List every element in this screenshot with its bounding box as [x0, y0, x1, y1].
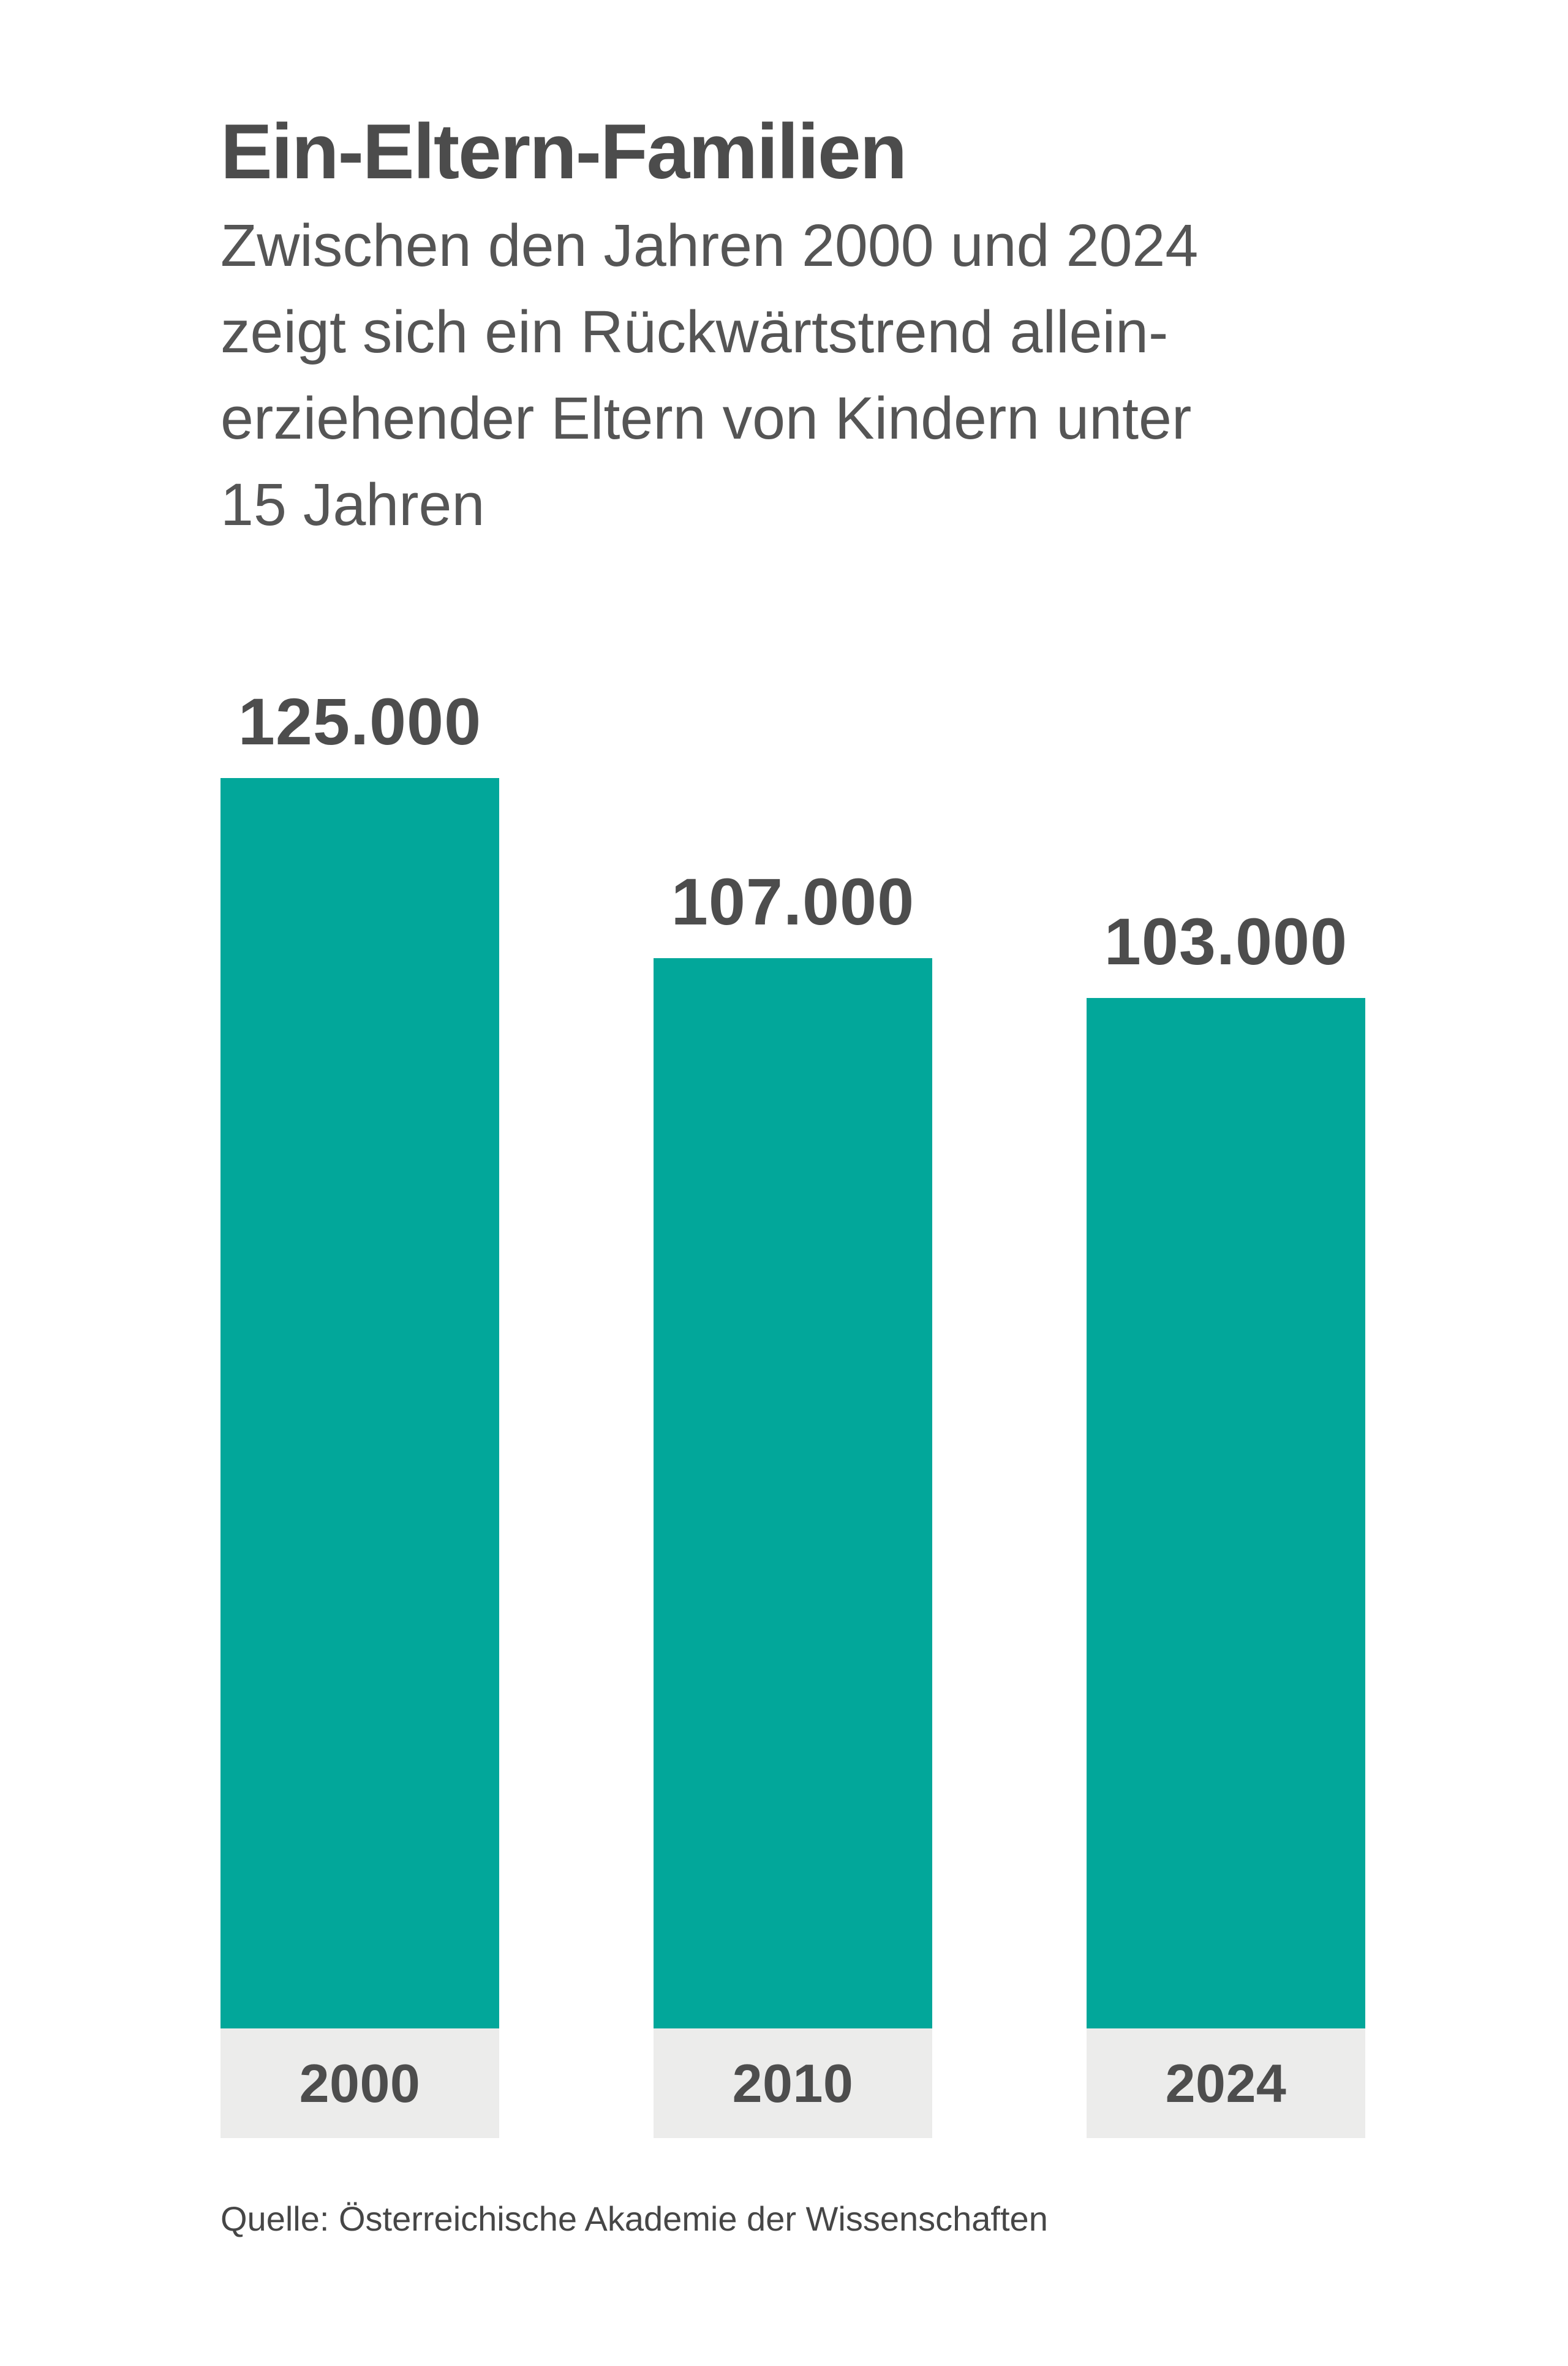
bar-group-2000: 125.000 2000: [221, 625, 499, 2138]
x-axis-label-band: 2024: [1087, 2028, 1365, 2138]
bar-value-label: 107.000: [671, 864, 915, 939]
bar: [1087, 998, 1365, 2028]
bar-value-label: 125.000: [238, 684, 482, 758]
bar-group-2024: 103.000 2024: [1087, 625, 1365, 2138]
x-axis-label: 2024: [1165, 2052, 1287, 2114]
bar-value-label: 103.000: [1104, 904, 1348, 978]
x-axis-label: 2010: [732, 2052, 854, 2114]
bar: [221, 778, 499, 2028]
x-axis-label: 2000: [299, 2052, 421, 2114]
x-axis-label-band: 2000: [221, 2028, 499, 2138]
bar-group-2010: 107.000 2010: [654, 625, 932, 2138]
chart-subtitle: Zwischen den Jahren 2000 und 2024 zeigt …: [221, 212, 1199, 538]
bar-chart: 125.000 2000 107.000 2010 103.000 2024: [221, 625, 1365, 2138]
chart-title: Ein-Eltern-Familien: [221, 108, 907, 195]
bar: [654, 958, 932, 2028]
source-note: Quelle: Österreichische Akademie der Wis…: [221, 2199, 1048, 2238]
x-axis-label-band: 2010: [654, 2028, 932, 2138]
